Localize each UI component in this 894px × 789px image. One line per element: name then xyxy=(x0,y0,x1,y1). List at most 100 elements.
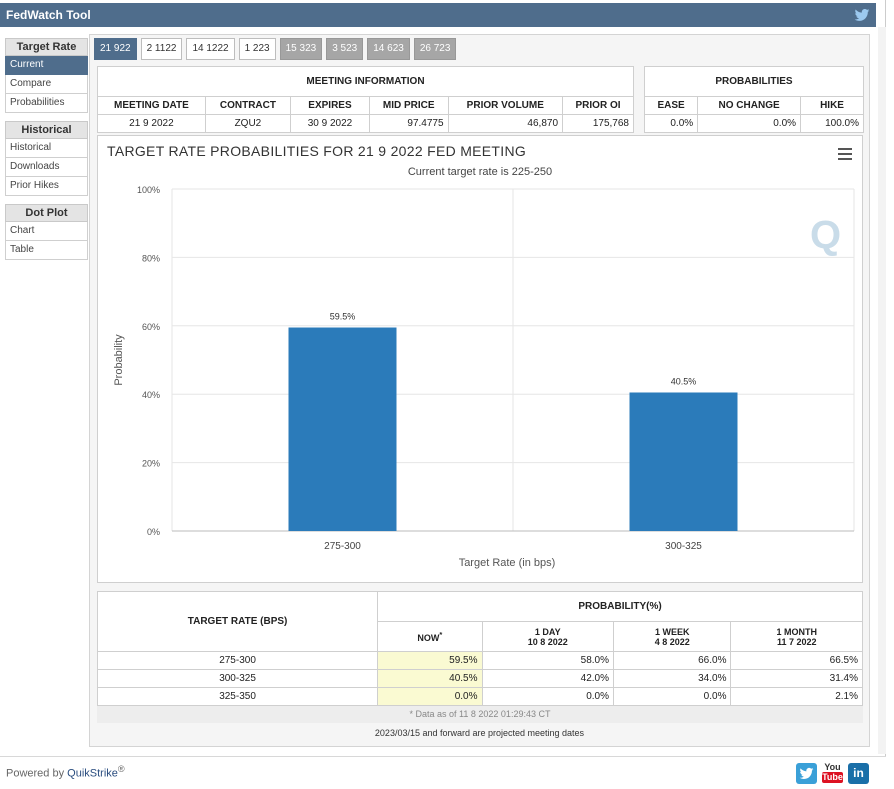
probabilities-col-ease: EASE xyxy=(643,96,699,115)
probability-cell: 0.0% xyxy=(481,687,615,706)
meeting-info-col-mid-price: MID PRICE xyxy=(368,96,449,115)
probability-cell: 34.0% xyxy=(613,669,732,688)
probability-cell: 66.5% xyxy=(730,651,863,670)
prob-col-label: 1 MONTH xyxy=(776,626,817,637)
tab-meeting-1-223[interactable]: 1 223 xyxy=(238,38,276,60)
probability-cell: 42.0% xyxy=(481,669,615,688)
sidebar-item-chart[interactable]: Chart xyxy=(5,222,88,241)
prob-col-label: NOW xyxy=(417,633,440,643)
y-tick-label: 100% xyxy=(137,185,160,195)
sidebar-heading-dot-plot[interactable]: Dot Plot xyxy=(5,204,88,222)
probabilities-table: PROBABILITIES EASE NO CHANGE HIKE 0.0% 0.0%… xyxy=(643,66,864,133)
footer: Powered by QuikStrike® You Tube in xyxy=(0,756,886,789)
probability-cell: 66.0% xyxy=(613,651,732,670)
probability-cell: 40.5% xyxy=(377,669,483,688)
probabilities-col-no-change: NO CHANGE xyxy=(697,96,802,115)
probabilities-value-no-change: 0.0% xyxy=(697,114,802,133)
app-header: FedWatch Tool xyxy=(0,3,876,27)
meeting-info-col-contract: CONTRACT xyxy=(204,96,292,115)
meeting-info-col-meeting-date: MEETING DATE xyxy=(97,96,206,115)
probability-cell: 59.5% xyxy=(377,651,483,670)
twitter-icon[interactable] xyxy=(854,7,870,23)
meeting-info-value-prior-oi: 175,768 xyxy=(562,114,634,133)
tab-meeting-26-723[interactable]: 26 723 xyxy=(413,38,457,60)
sidebar-item-table[interactable]: Table xyxy=(5,241,88,260)
table-row: 325-350 0.0% 0.0% 0.0% 2.1% xyxy=(96,687,863,706)
quikstrike-link[interactable]: QuikStrike xyxy=(67,767,118,780)
tab-meeting-3-523[interactable]: 3 523 xyxy=(326,38,364,60)
sidebar-item-downloads[interactable]: Downloads xyxy=(5,158,88,177)
chart-panel: TARGET RATE PROBABILITIES FOR 21 9 2022 … xyxy=(97,135,863,583)
table-row: 275-300 59.5% 58.0% 66.0% 66.5% xyxy=(96,651,863,670)
prob-col-label: 1 WEEK xyxy=(654,626,690,637)
sidebar-item-current[interactable]: Current xyxy=(5,56,88,75)
tab-meeting-21-922[interactable]: 21 922 xyxy=(94,38,137,60)
y-tick-label: 80% xyxy=(142,253,160,263)
y-tick-label: 0% xyxy=(147,527,160,537)
sidebar-item-historical[interactable]: Historical xyxy=(5,139,88,158)
linkedin-icon[interactable]: in xyxy=(848,763,869,784)
prob-col-1-week: 1 WEEK 4 8 2022 xyxy=(613,621,732,652)
meeting-info-col-prior-volume: PRIOR VOLUME xyxy=(447,96,564,115)
powered-by: Powered by QuikStrike® xyxy=(6,764,125,780)
x-axis-title: Target Rate (in bps) xyxy=(459,557,556,569)
target-rate-header: TARGET RATE (BPS) xyxy=(96,591,379,652)
tab-meeting-14-623[interactable]: 14 623 xyxy=(367,38,410,60)
prob-col-1-month: 1 MONTH 11 7 2022 xyxy=(730,621,863,652)
meeting-info-col-expires: EXPIRES xyxy=(290,96,370,115)
sidebar-item-probabilities[interactable]: Probabilities xyxy=(5,94,88,113)
bar-275-300 xyxy=(288,327,397,531)
tab-meeting-2-1122[interactable]: 2 1122 xyxy=(140,38,183,60)
registered-mark: ® xyxy=(117,764,125,774)
twitter-icon[interactable] xyxy=(796,763,817,784)
prob-col-date: 11 7 2022 xyxy=(776,636,817,647)
probability-cell: 0.0% xyxy=(377,687,483,706)
prob-col-date: 10 8 2022 xyxy=(527,636,568,647)
probabilities-value-ease: 0.0% xyxy=(643,114,699,133)
app-title: FedWatch Tool xyxy=(6,8,91,22)
meeting-tabs: 21 922 2 1122 14 1222 1 223 15 323 3 523 14 62… xyxy=(94,38,457,60)
youtube-tube-label: Tube xyxy=(822,772,843,783)
data-label: 59.5% xyxy=(330,312,356,322)
probabilities-col-hike: HIKE xyxy=(800,96,864,115)
probability-cell: 0.0% xyxy=(613,687,732,706)
prob-col-1-day: 1 DAY 10 8 2022 xyxy=(481,621,615,652)
y-tick-label: 60% xyxy=(142,322,160,332)
meeting-info-table: MEETING INFORMATION MEETING DATE CONTRACT… xyxy=(97,66,634,133)
sidebar-heading-historical[interactable]: Historical xyxy=(5,121,88,139)
probability-cell: 58.0% xyxy=(481,651,615,670)
y-tick-label: 40% xyxy=(142,390,160,400)
prob-col-sup: * xyxy=(439,630,443,639)
target-rate-probability-table: TARGET RATE (BPS) PROBABILITY(%) NOW* 1 D… xyxy=(96,591,863,706)
probability-header: PROBABILITY(%) xyxy=(377,591,863,622)
y-tick-label: 20% xyxy=(142,459,160,469)
sidebar-item-prior-hikes[interactable]: Prior Hikes xyxy=(5,177,88,196)
tab-meeting-14-1222[interactable]: 14 1222 xyxy=(186,38,235,60)
data-label: 40.5% xyxy=(671,376,697,386)
prob-col-now: NOW* xyxy=(377,621,483,652)
hamburger-menu-icon[interactable] xyxy=(838,148,852,160)
sidebar-heading-target-rate[interactable]: Target Rate xyxy=(5,38,88,56)
target-rate-cell: 300-325 xyxy=(96,669,379,688)
meeting-info-value-contract: ZQU2 xyxy=(204,114,292,133)
sidebar: Target Rate Current Compare Probabilities Hi… xyxy=(5,38,88,260)
powered-by-label: Powered by xyxy=(6,767,65,780)
tab-meeting-15-323[interactable]: 15 323 xyxy=(279,38,323,60)
probability-cell: 2.1% xyxy=(730,687,863,706)
sidebar-item-compare[interactable]: Compare xyxy=(5,75,88,94)
chart-title: TARGET RATE PROBABILITIES FOR 21 9 2022 … xyxy=(107,143,527,159)
meeting-info-col-prior-oi: PRIOR OI xyxy=(562,96,634,115)
data-timestamp-footnote: * Data as of 11 8 2022 01:29:43 CT xyxy=(97,706,863,723)
target-rate-cell: 275-300 xyxy=(96,651,379,670)
scrollbar[interactable] xyxy=(878,27,886,754)
y-axis-title: Probability xyxy=(113,334,125,386)
bar-300-325 xyxy=(629,392,738,531)
prob-col-label: 1 DAY xyxy=(534,626,561,637)
main-content: 21 922 2 1122 14 1222 1 223 15 323 3 523 14 62… xyxy=(89,34,870,747)
youtube-icon[interactable]: You Tube xyxy=(822,763,843,784)
chart-subtitle: Current target rate is 225-250 xyxy=(407,166,553,178)
prob-col-date: 4 8 2022 xyxy=(654,636,690,647)
x-tick-label: 275-300 xyxy=(324,541,361,552)
meeting-info-value-expires: 30 9 2022 xyxy=(290,114,370,133)
meeting-info-value-mid-price: 97.4775 xyxy=(368,114,449,133)
